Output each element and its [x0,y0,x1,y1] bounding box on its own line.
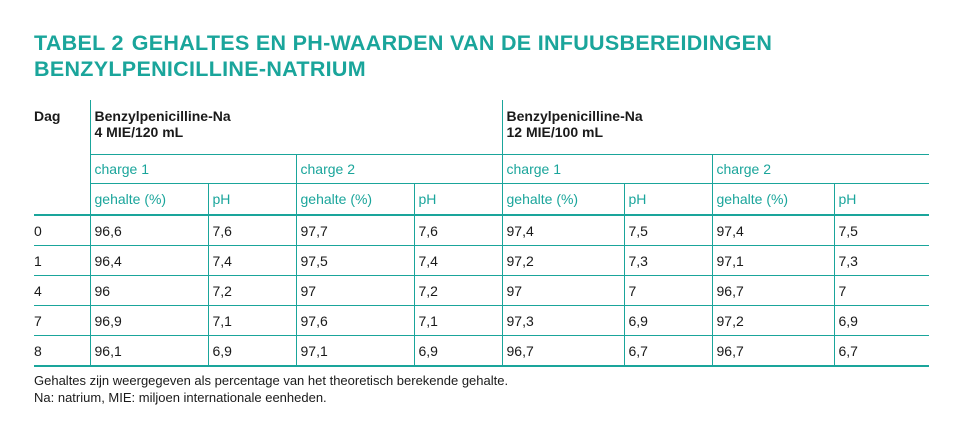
cell-value: 96,9 [89,305,208,336]
cell-value: 97,1 [711,245,834,276]
subheader-ph: pH [833,183,929,216]
cell-value: 7,5 [623,214,712,246]
dag-header: Dag [34,108,61,124]
cell-dag: 1 [34,245,90,276]
cell-value: 6,9 [833,305,929,336]
charge-header: charge 2 [295,154,502,184]
product-2-name: Benzylpenicilline-Na [506,108,643,124]
title-line-1: TABEL 2 GEHALTES EN PH-WAARDEN VAN DE INF… [34,30,772,56]
cell-value: 96,1 [89,335,208,367]
product-header-2: Benzylpenicilline-Na 12 MIE/100 mL [501,100,929,155]
cell-value: 7,3 [623,245,712,276]
table-number: TABEL 2 [34,31,124,55]
subheader-ph: pH [413,183,502,216]
product-header-1: Benzylpenicilline-Na 4 MIE/120 mL [89,100,502,155]
header-row-products: Dag Benzylpenicilline-Na 4 MIE/120 mL Be… [34,100,929,155]
cell-value: 7,6 [207,214,296,246]
subheader-ph: pH [623,183,712,216]
cell-value: 7 [833,275,929,306]
cell-dag: 4 [34,275,90,306]
cell-value: 96 [89,275,208,306]
table-row: 4 96 7,2 97 7,2 97 7 96,7 7 [34,275,929,306]
title-line-2: BENZYLPENICILLINE-NATRIUM [34,57,366,81]
table-body: 0 96,6 7,6 97,7 7,6 97,4 7,5 97,4 7,5 1 … [34,214,929,367]
cell-value: 97,2 [711,305,834,336]
table-row: 8 96,1 6,9 97,1 6,9 96,7 6,7 96,7 6,7 [34,335,929,367]
cell-value: 96,7 [711,275,834,306]
cell-value: 7 [623,275,712,306]
cell-value: 97 [501,275,624,306]
cell-dag: 7 [34,305,90,336]
title-text-1: GEHALTES EN PH-WAARDEN VAN DE INFUUSBERE… [131,31,773,55]
cell-value: 97,4 [501,214,624,246]
cell-value: 96,6 [89,214,208,246]
cell-value: 97,5 [295,245,414,276]
product-2-dose: 12 MIE/100 mL [506,124,604,140]
table-row: 7 96,9 7,1 97,6 7,1 97,3 6,9 97,2 6,9 [34,305,929,336]
table-title: TABEL 2 GEHALTES EN PH-WAARDEN VAN DE INF… [34,30,772,82]
cell-value: 7,1 [413,305,502,336]
charge-header: charge 1 [89,154,296,184]
charge-header: charge 2 [711,154,929,184]
cell-value: 7,3 [833,245,929,276]
cell-value: 97,2 [501,245,624,276]
cell-value: 97,4 [711,214,834,246]
subheader-gehalte: gehalte (%) [295,183,414,216]
table-row: 0 96,6 7,6 97,7 7,6 97,4 7,5 97,4 7,5 [34,214,929,246]
cell-value: 96,7 [711,335,834,367]
cell-value: 7,4 [413,245,502,276]
subheader-ph: pH [207,183,296,216]
charge-header: charge 1 [501,154,712,184]
subheader-gehalte: gehalte (%) [501,183,624,216]
cell-value: 6,9 [623,305,712,336]
subheader-gehalte: gehalte (%) [89,183,208,216]
cell-dag: 0 [34,214,90,246]
cell-value: 7,2 [413,275,502,306]
cell-value: 7,1 [207,305,296,336]
cell-value: 97 [295,275,414,306]
cell-value: 96,7 [501,335,624,367]
cell-value: 6,9 [413,335,502,367]
data-table: Dag Benzylpenicilline-Na 4 MIE/120 mL Be… [34,100,929,367]
subheader-gehalte: gehalte (%) [711,183,834,216]
footnote-1: Gehaltes zijn weergegeven als percentage… [34,373,509,388]
cell-value: 97,3 [501,305,624,336]
table-row: 1 96,4 7,4 97,5 7,4 97,2 7,3 97,1 7,3 [34,245,929,276]
footnote-2: Na: natrium, MIE: miljoen internationale… [34,390,327,405]
header-row-subheaders: gehalte (%) pH gehalte (%) pH gehalte (%… [34,183,929,216]
cell-value: 7,5 [833,214,929,246]
cell-value: 96,4 [89,245,208,276]
header-row-charges: charge 1 charge 2 charge 1 charge 2 [34,154,929,184]
cell-value: 6,9 [207,335,296,367]
cell-value: 97,1 [295,335,414,367]
cell-value: 7,6 [413,214,502,246]
product-1-name: Benzylpenicilline-Na [94,108,231,124]
cell-value: 7,4 [207,245,296,276]
cell-dag: 8 [34,335,90,367]
cell-value: 7,2 [207,275,296,306]
cell-value: 6,7 [623,335,712,367]
cell-value: 97,6 [295,305,414,336]
footnotes: Gehaltes zijn weergegeven als percentage… [34,372,508,406]
product-1-dose: 4 MIE/120 mL [94,124,184,140]
cell-value: 6,7 [833,335,929,367]
cell-value: 97,7 [295,214,414,246]
